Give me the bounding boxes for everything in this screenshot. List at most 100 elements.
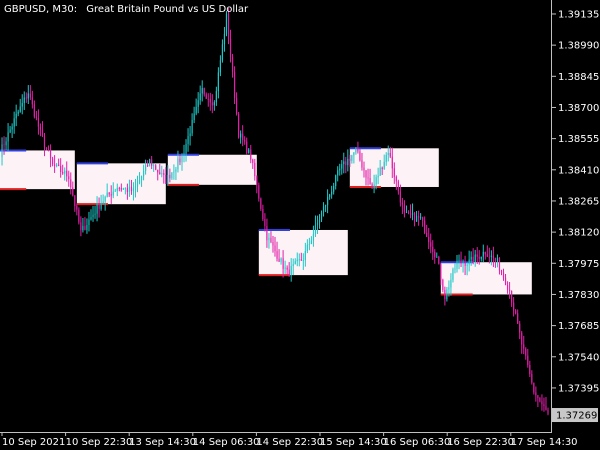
candle-body: [132, 188, 135, 192]
candle-body: [310, 240, 313, 244]
candle-body: [523, 344, 525, 349]
candle-body: [211, 102, 213, 106]
candle-body: [426, 232, 428, 237]
candle-body: [235, 97, 238, 115]
candlesticks: [1, 7, 549, 416]
candle-body: [191, 119, 193, 134]
candle-body: [254, 162, 256, 177]
candle-body: [62, 171, 64, 174]
candle-body: [122, 188, 124, 190]
candle-body: [464, 262, 466, 266]
candle-body: [482, 251, 484, 257]
candle-body: [45, 147, 48, 150]
candle-body: [316, 222, 319, 225]
candle-body: [324, 205, 327, 207]
current-price-tag-bg: [552, 408, 598, 423]
candle-body: [155, 165, 157, 170]
candle-body: [140, 176, 143, 180]
symbol-timeframe: GBPUSD, M30:: [4, 4, 77, 15]
candle-body: [306, 244, 308, 252]
candle-body: [90, 216, 92, 220]
candle-body: [411, 213, 414, 215]
candle-body: [363, 167, 365, 171]
candle-body: [329, 194, 331, 197]
candle-body: [165, 174, 167, 184]
candle-body: [452, 269, 454, 280]
candle-body: [375, 177, 377, 185]
candle-body: [70, 179, 72, 188]
candle-body: [535, 392, 537, 396]
candle-body: [454, 268, 456, 270]
candle-body: [7, 132, 9, 142]
candle-body: [280, 258, 282, 262]
candle-body: [266, 225, 268, 241]
candle-body: [250, 149, 252, 160]
candle-body: [333, 185, 335, 192]
candle-body: [56, 164, 58, 167]
candle-body: [270, 237, 272, 242]
candle-body: [296, 259, 298, 262]
candle-body: [262, 208, 264, 220]
candle-body: [96, 204, 98, 214]
candle-body: [242, 133, 244, 140]
candle-body: [252, 159, 254, 163]
candle-body: [15, 113, 17, 119]
candle-body: [181, 155, 183, 163]
candle-body: [171, 172, 173, 179]
time-tick-label: 10 Sep 2021: [2, 437, 65, 448]
candle-body: [41, 129, 44, 136]
candle-body: [462, 262, 464, 264]
candle-body: [444, 290, 446, 300]
candle-body: [407, 211, 410, 213]
candle-body: [292, 264, 294, 266]
current-price-tag: 1.37269: [552, 408, 598, 423]
candle-body: [290, 265, 292, 276]
candle-body: [147, 164, 149, 166]
candle-body: [233, 71, 236, 98]
price-tick-label: 1.37975: [558, 259, 599, 270]
candle-body: [506, 285, 509, 290]
candle-body: [513, 302, 515, 311]
candle-body: [72, 187, 74, 196]
axes: [0, 0, 552, 433]
candle-body: [189, 133, 191, 137]
candle-body: [286, 267, 288, 270]
candle-body: [120, 188, 122, 190]
candle-body: [58, 164, 60, 167]
candle-body: [480, 256, 482, 259]
candle-body: [539, 397, 541, 402]
session-box: [167, 154, 257, 185]
time-tick-label: 16 Sep 22:30: [447, 437, 514, 448]
candle-body: [128, 186, 131, 192]
candle-body: [231, 56, 234, 72]
candle-body: [371, 184, 373, 189]
candle-body: [51, 158, 54, 165]
candle-body: [353, 152, 355, 156]
candle-body: [167, 174, 169, 184]
candle-body: [169, 174, 171, 179]
candle-body: [161, 173, 163, 175]
candle-body: [244, 139, 246, 142]
candle-body: [282, 258, 284, 269]
candle-body: [3, 144, 5, 146]
candle-body: [403, 204, 406, 213]
candle-body: [474, 254, 476, 263]
candle-body: [529, 364, 531, 375]
candle-body: [383, 161, 385, 170]
candle-body: [197, 100, 199, 107]
candle-body: [11, 126, 13, 130]
candle-body: [543, 404, 545, 407]
candle-body: [442, 279, 444, 291]
candle-body: [446, 289, 448, 300]
candle-body: [490, 255, 492, 257]
candle-body: [397, 181, 399, 192]
candle-body: [357, 148, 359, 152]
price-tick-label: 1.37685: [558, 321, 599, 332]
candle-body: [163, 173, 165, 175]
candle-body: [458, 259, 460, 261]
candle-body: [347, 158, 349, 166]
candle-body: [432, 246, 434, 252]
symbol-description: Great Britain Pound vs US Dollar: [86, 4, 249, 15]
